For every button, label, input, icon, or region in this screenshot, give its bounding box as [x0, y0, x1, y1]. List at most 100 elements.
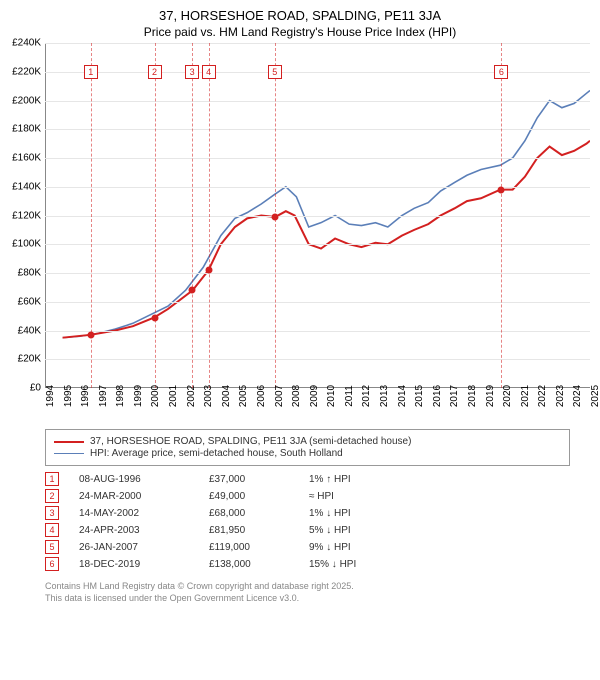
x-tick-label: 2006 [256, 385, 267, 407]
table-date: 14-MAY-2002 [79, 508, 209, 519]
table-price: £37,000 [209, 474, 309, 485]
x-tick-label: 2023 [555, 385, 566, 407]
table-date: 24-MAR-2000 [79, 491, 209, 502]
sale-dot [498, 186, 505, 193]
x-tick-label: 2007 [274, 385, 285, 407]
legend-swatch [54, 441, 84, 443]
x-tick-label: 2012 [361, 385, 372, 407]
table-marker-box: 6 [45, 557, 59, 571]
series-price_paid [63, 141, 590, 338]
gridline [45, 129, 590, 130]
sale-vline [501, 43, 502, 388]
gridline [45, 158, 590, 159]
table-date: 08-AUG-1996 [79, 474, 209, 485]
legend-label: 37, HORSESHOE ROAD, SPALDING, PE11 3JA (… [90, 436, 411, 447]
table-row: 5 26-JAN-2007£119,0009% ↓ HPI [45, 540, 570, 554]
sale-dot [151, 314, 158, 321]
x-tick-label: 2020 [502, 385, 513, 407]
sale-vline [209, 43, 210, 388]
x-axis: 1994199519961997199819992000200120022003… [45, 391, 590, 423]
table-row: 314-MAY-2002£68,0001% ↓ HPI [45, 506, 570, 520]
table-row: 108-AUG-1996£37,0001% ↑ HPI [45, 472, 570, 486]
x-tick-label: 2002 [186, 385, 197, 407]
x-tick-label: 2005 [238, 385, 249, 407]
table-date: 24-APR-2003 [79, 525, 209, 536]
x-tick-label: 2015 [414, 385, 425, 407]
x-tick-label: 2004 [221, 385, 232, 407]
table-comparison: 5% ↓ HPI [309, 525, 429, 536]
table-marker-box: 2 [45, 489, 59, 503]
x-tick-label: 1996 [80, 385, 91, 407]
y-tick-label: £140K [12, 181, 41, 192]
sale-marker-box: 5 [268, 65, 282, 79]
table-price: £49,000 [209, 491, 309, 502]
title-block: 37, HORSESHOE ROAD, SPALDING, PE11 3JA P… [0, 0, 600, 43]
x-tick-label: 2024 [572, 385, 583, 407]
x-tick-label: 1997 [98, 385, 109, 407]
table-marker-box: 1 [45, 472, 59, 486]
sale-vline [192, 43, 193, 388]
series-hpi [63, 90, 590, 337]
table-date: 18-DEC-2019 [79, 559, 209, 570]
table-row: 6 18-DEC-2019£138,00015% ↓ HPI [45, 557, 570, 571]
table-date: 26-JAN-2007 [79, 542, 209, 553]
y-tick-label: £40K [18, 325, 41, 336]
sale-vline [155, 43, 156, 388]
gridline [45, 244, 590, 245]
sale-marker-box: 4 [202, 65, 216, 79]
y-tick-label: £100K [12, 239, 41, 250]
sale-marker-box: 6 [494, 65, 508, 79]
sales-table: 108-AUG-1996£37,0001% ↑ HPI224-MAR-2000£… [45, 472, 570, 571]
table-comparison: ≈ HPI [309, 491, 429, 502]
legend-label: HPI: Average price, semi-detached house,… [90, 448, 343, 459]
x-tick-label: 2019 [485, 385, 496, 407]
gridline [45, 216, 590, 217]
x-tick-label: 2021 [520, 385, 531, 407]
gridline [45, 273, 590, 274]
y-axis: £0£20K£40K£60K£80K£100K£120K£140K£160K£1… [0, 43, 45, 388]
table-price: £119,000 [209, 542, 309, 553]
plot: 1 2 34 5 6 [45, 43, 590, 388]
table-marker-box: 4 [45, 523, 59, 537]
y-tick-label: £240K [12, 38, 41, 49]
x-tick-label: 2001 [168, 385, 179, 407]
footer-line1: Contains HM Land Registry data © Crown c… [45, 581, 570, 593]
x-tick-label: 1999 [133, 385, 144, 407]
table-marker-box: 3 [45, 506, 59, 520]
gridline [45, 101, 590, 102]
x-tick-label: 2017 [449, 385, 460, 407]
sale-marker-box: 2 [148, 65, 162, 79]
x-tick-label: 1995 [63, 385, 74, 407]
x-tick-label: 1994 [45, 385, 56, 407]
sale-dot [189, 287, 196, 294]
y-tick-label: £0 [30, 383, 41, 394]
gridline [45, 302, 590, 303]
x-tick-label: 2009 [309, 385, 320, 407]
y-tick-label: £60K [18, 296, 41, 307]
legend-row: HPI: Average price, semi-detached house,… [54, 448, 561, 459]
x-tick-label: 2018 [467, 385, 478, 407]
y-tick-label: £200K [12, 95, 41, 106]
gridline [45, 43, 590, 44]
table-price: £138,000 [209, 559, 309, 570]
y-tick-label: £80K [18, 268, 41, 279]
sale-dot [271, 213, 278, 220]
table-row: 2 24-MAR-2000£49,000≈ HPI [45, 489, 570, 503]
table-row: 4 24-APR-2003£81,9505% ↓ HPI [45, 523, 570, 537]
x-tick-label: 2008 [291, 385, 302, 407]
x-tick-label: 2003 [203, 385, 214, 407]
table-comparison: 1% ↓ HPI [309, 508, 429, 519]
page-container: 37, HORSESHOE ROAD, SPALDING, PE11 3JA P… [0, 0, 600, 680]
gridline [45, 187, 590, 188]
sale-marker-box: 3 [185, 65, 199, 79]
table-marker-box: 5 [45, 540, 59, 554]
chart-area: £0£20K£40K£60K£80K£100K£120K£140K£160K£1… [45, 43, 590, 423]
y-tick-label: £180K [12, 124, 41, 135]
table-comparison: 15% ↓ HPI [309, 559, 429, 570]
y-tick-label: £160K [12, 153, 41, 164]
table-comparison: 9% ↓ HPI [309, 542, 429, 553]
table-price: £81,950 [209, 525, 309, 536]
x-tick-label: 1998 [115, 385, 126, 407]
sale-marker-box: 1 [84, 65, 98, 79]
x-tick-label: 2010 [326, 385, 337, 407]
